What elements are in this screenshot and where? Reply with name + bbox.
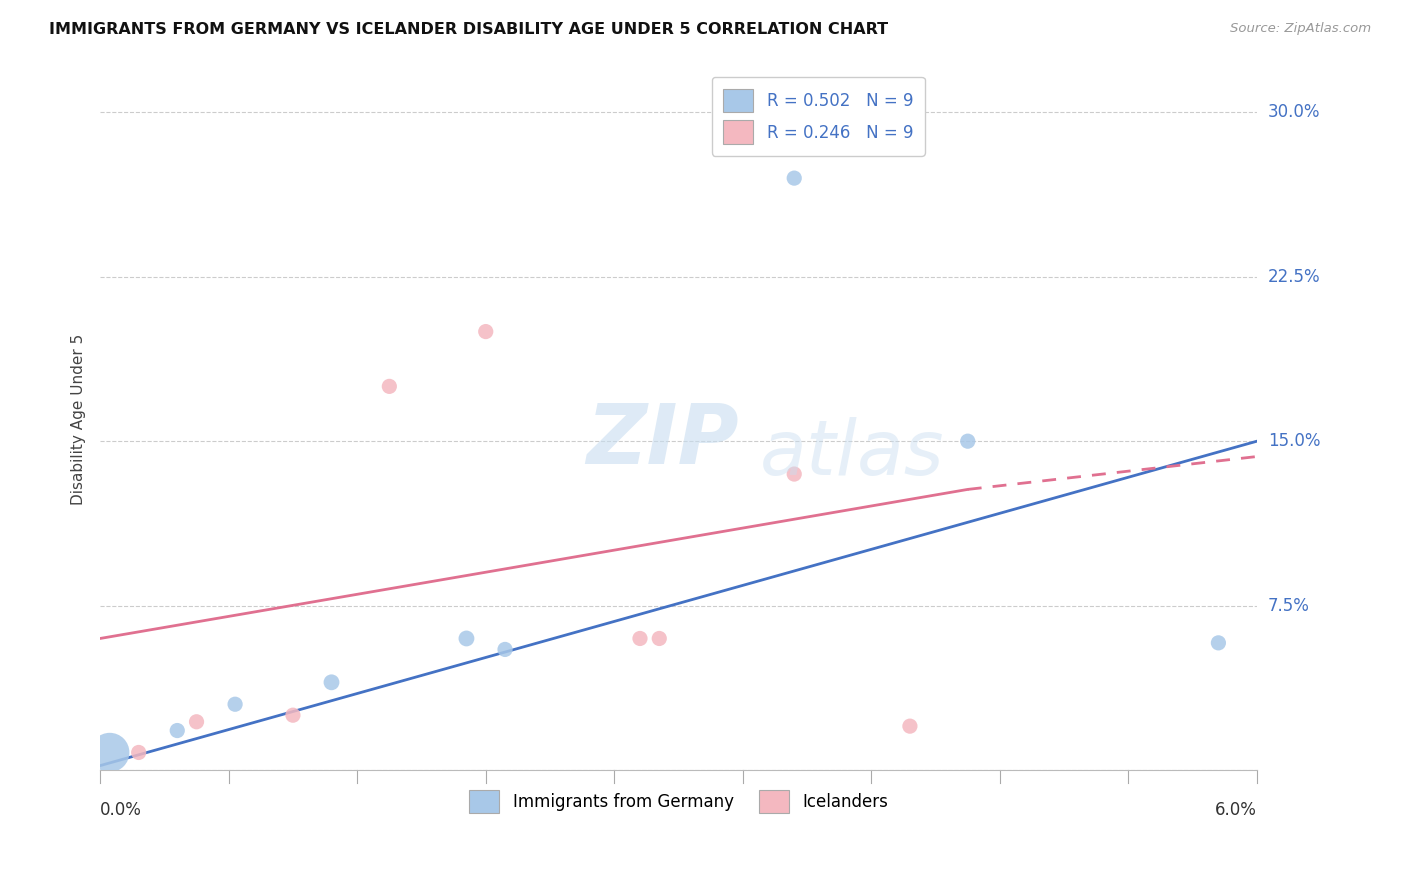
Point (898, 719, 921, 733)
Point (378, 379, 401, 393)
Text: 22.5%: 22.5% (1268, 268, 1320, 285)
Point (494, 642, 516, 657)
Point (648, 632, 671, 646)
Point (456, 632, 478, 646)
Point (166, 723, 188, 738)
Text: Source: ZipAtlas.com: Source: ZipAtlas.com (1230, 22, 1371, 36)
Point (474, 325, 496, 339)
Point (128, 746, 150, 760)
Text: 0.0%: 0.0% (100, 800, 142, 819)
Text: 7.5%: 7.5% (1268, 597, 1310, 615)
Legend: Immigrants from Germany, Icelanders: Immigrants from Germany, Icelanders (457, 778, 900, 825)
Point (1208, 636, 1230, 650)
Point (321, 675, 343, 690)
Point (186, 714, 208, 729)
Point (628, 632, 651, 646)
Point (783, 467, 806, 481)
Text: IMMIGRANTS FROM GERMANY VS ICELANDER DISABILITY AGE UNDER 5 CORRELATION CHART: IMMIGRANTS FROM GERMANY VS ICELANDER DIS… (49, 22, 889, 37)
Point (224, 698, 246, 712)
Point (98, 746, 121, 760)
Point (783, 171, 806, 186)
Text: 30.0%: 30.0% (1268, 103, 1320, 121)
Text: atlas: atlas (759, 417, 943, 491)
Point (956, 434, 979, 449)
Text: 15.0%: 15.0% (1268, 433, 1320, 450)
Text: ZIP: ZIP (586, 400, 738, 481)
Y-axis label: Disability Age Under 5: Disability Age Under 5 (72, 334, 86, 505)
Point (281, 708, 304, 723)
Text: 6.0%: 6.0% (1215, 800, 1257, 819)
